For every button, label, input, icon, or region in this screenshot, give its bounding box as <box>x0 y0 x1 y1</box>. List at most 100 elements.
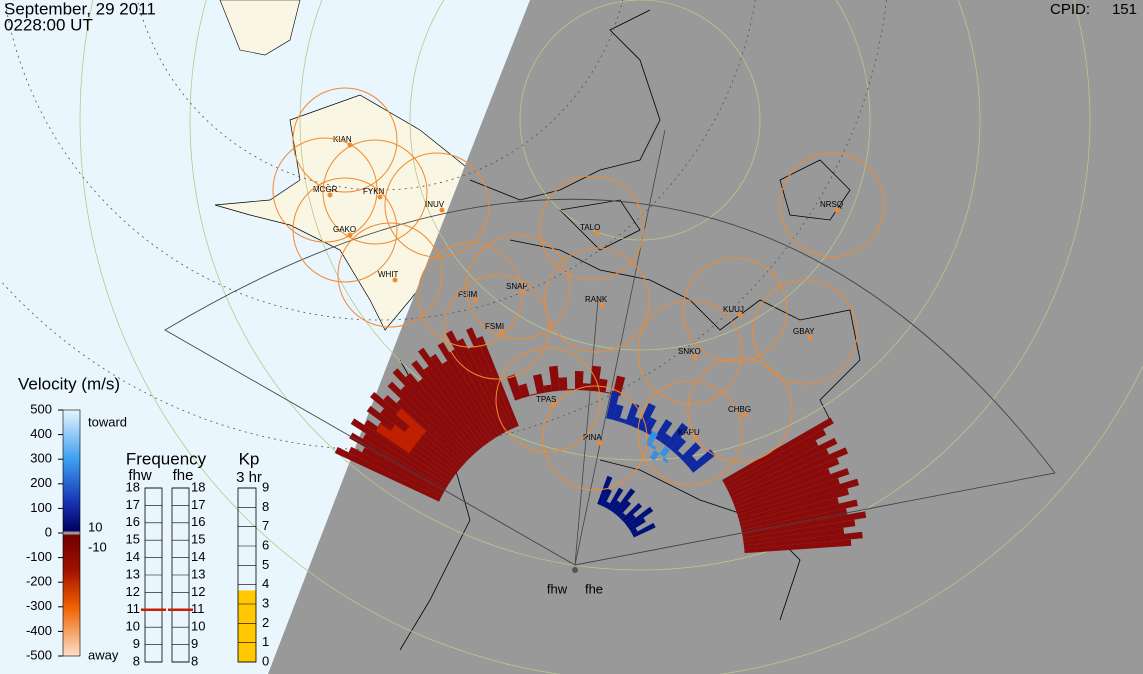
scatter-cell <box>649 450 660 461</box>
scatter-cell <box>735 468 850 512</box>
time: 0228:00 UT <box>4 15 93 34</box>
scatter-cell <box>405 373 478 454</box>
ground-scatter-label: 10 <box>88 519 102 534</box>
scatter-cell <box>476 336 519 428</box>
kp-tick-label: 4 <box>262 576 269 591</box>
date: September, 29 2011 <box>4 0 156 18</box>
scatter-cell <box>533 373 545 395</box>
velocity-tick-label: 100 <box>30 500 52 515</box>
scatter-cell <box>396 398 467 465</box>
scatter-cell <box>738 488 850 523</box>
scatter-cell <box>418 347 490 445</box>
scatter-cell <box>632 522 656 538</box>
scatter-cell <box>430 353 493 442</box>
frequency-tick-label: 18 <box>126 479 140 494</box>
scatter-cell <box>548 365 560 392</box>
scatter-cell <box>543 384 553 393</box>
station-dot <box>499 329 505 335</box>
station-range <box>337 222 443 328</box>
scatter-cell <box>558 377 568 391</box>
scatter-cell <box>736 478 840 516</box>
station-label: TPAS <box>536 395 556 404</box>
frequency-tick-label: 9 <box>191 636 198 651</box>
frequency-tick-label: 10 <box>126 619 140 634</box>
station-label: FSMI <box>485 322 504 331</box>
station-range <box>384 152 490 258</box>
scatter-cell <box>650 444 657 450</box>
scatter-cell <box>506 374 523 401</box>
frequency-tick-label: 8 <box>191 653 198 668</box>
kp-subtitle: 3 hr <box>236 469 262 486</box>
station-label: FSIM <box>458 290 477 299</box>
frequency-title: Frequency <box>126 449 207 468</box>
velocity-tick-label: -500 <box>26 647 52 662</box>
scatter-cell <box>742 511 867 538</box>
kp-tick-label: 5 <box>262 557 269 572</box>
ground-scatter-label: -10 <box>88 539 107 554</box>
station-range <box>637 299 743 405</box>
station-dot <box>392 277 398 283</box>
kp-tick-label: 8 <box>262 499 269 514</box>
scatter-cell <box>742 519 856 542</box>
scatter-cell <box>729 448 829 498</box>
station-label: SNKO <box>678 347 701 356</box>
scatter-cell <box>665 422 689 450</box>
station-label: KUUJ <box>723 305 744 314</box>
kp-tick-label: 1 <box>262 634 269 649</box>
scatter-cell <box>618 512 626 520</box>
scatter-cell <box>624 514 636 526</box>
station-dot <box>807 334 813 340</box>
scatter-cell <box>404 426 422 442</box>
radar-label: fhe <box>585 581 603 596</box>
station-range <box>495 347 601 453</box>
scatter-cell <box>387 381 470 462</box>
toward-label: toward <box>88 414 127 429</box>
station-dot <box>692 435 698 441</box>
scatter-cell <box>606 390 620 420</box>
station-label: RANK <box>585 295 608 304</box>
scatter-cell <box>380 408 459 473</box>
frequency-tick-label: 8 <box>133 653 140 668</box>
scatter-cell <box>680 442 701 463</box>
station-label: INUV <box>425 200 445 209</box>
scatter-cell <box>626 506 654 529</box>
scatter-cell <box>442 360 496 440</box>
radar-field-of-view <box>164 198 1056 566</box>
scatter-cell <box>607 487 624 511</box>
kp-tick-label: 2 <box>262 615 269 630</box>
scatter-cell <box>660 433 672 446</box>
station-range <box>272 137 378 243</box>
kp-tick-label: 3 <box>262 595 269 610</box>
scatter-cell <box>411 360 484 449</box>
frequency-tick-label: 16 <box>126 514 140 529</box>
frequency-tick-label: 13 <box>191 566 205 581</box>
station-dot <box>347 232 353 238</box>
scatter-cell <box>600 488 612 507</box>
scatter-cell <box>567 389 575 391</box>
scatter-cell <box>605 391 614 395</box>
scatter-cell <box>376 423 414 454</box>
velocity-tick-label: -100 <box>26 549 52 564</box>
velocity-scatter <box>334 327 867 554</box>
station-range <box>292 177 398 283</box>
station-label: WHIT <box>378 270 399 279</box>
station-range <box>779 152 885 258</box>
station-label: CHBG <box>728 405 751 414</box>
scatter-cell <box>400 385 472 459</box>
station-label: KIAN <box>333 135 352 144</box>
station-label: NRSQ <box>820 200 843 209</box>
station-dot <box>692 354 698 360</box>
scatter-cell <box>628 517 646 532</box>
scatter-cell <box>597 378 608 393</box>
night-region <box>268 0 1143 674</box>
scatter-cell <box>727 437 838 494</box>
scatter-cell <box>468 346 512 431</box>
cpid: 151 <box>1112 1 1137 18</box>
frequency-tick-label: 10 <box>191 619 205 634</box>
scatter-cell <box>743 527 845 546</box>
scatter-cell <box>744 539 852 554</box>
kp-bar <box>238 590 256 662</box>
station-dot <box>737 312 743 318</box>
